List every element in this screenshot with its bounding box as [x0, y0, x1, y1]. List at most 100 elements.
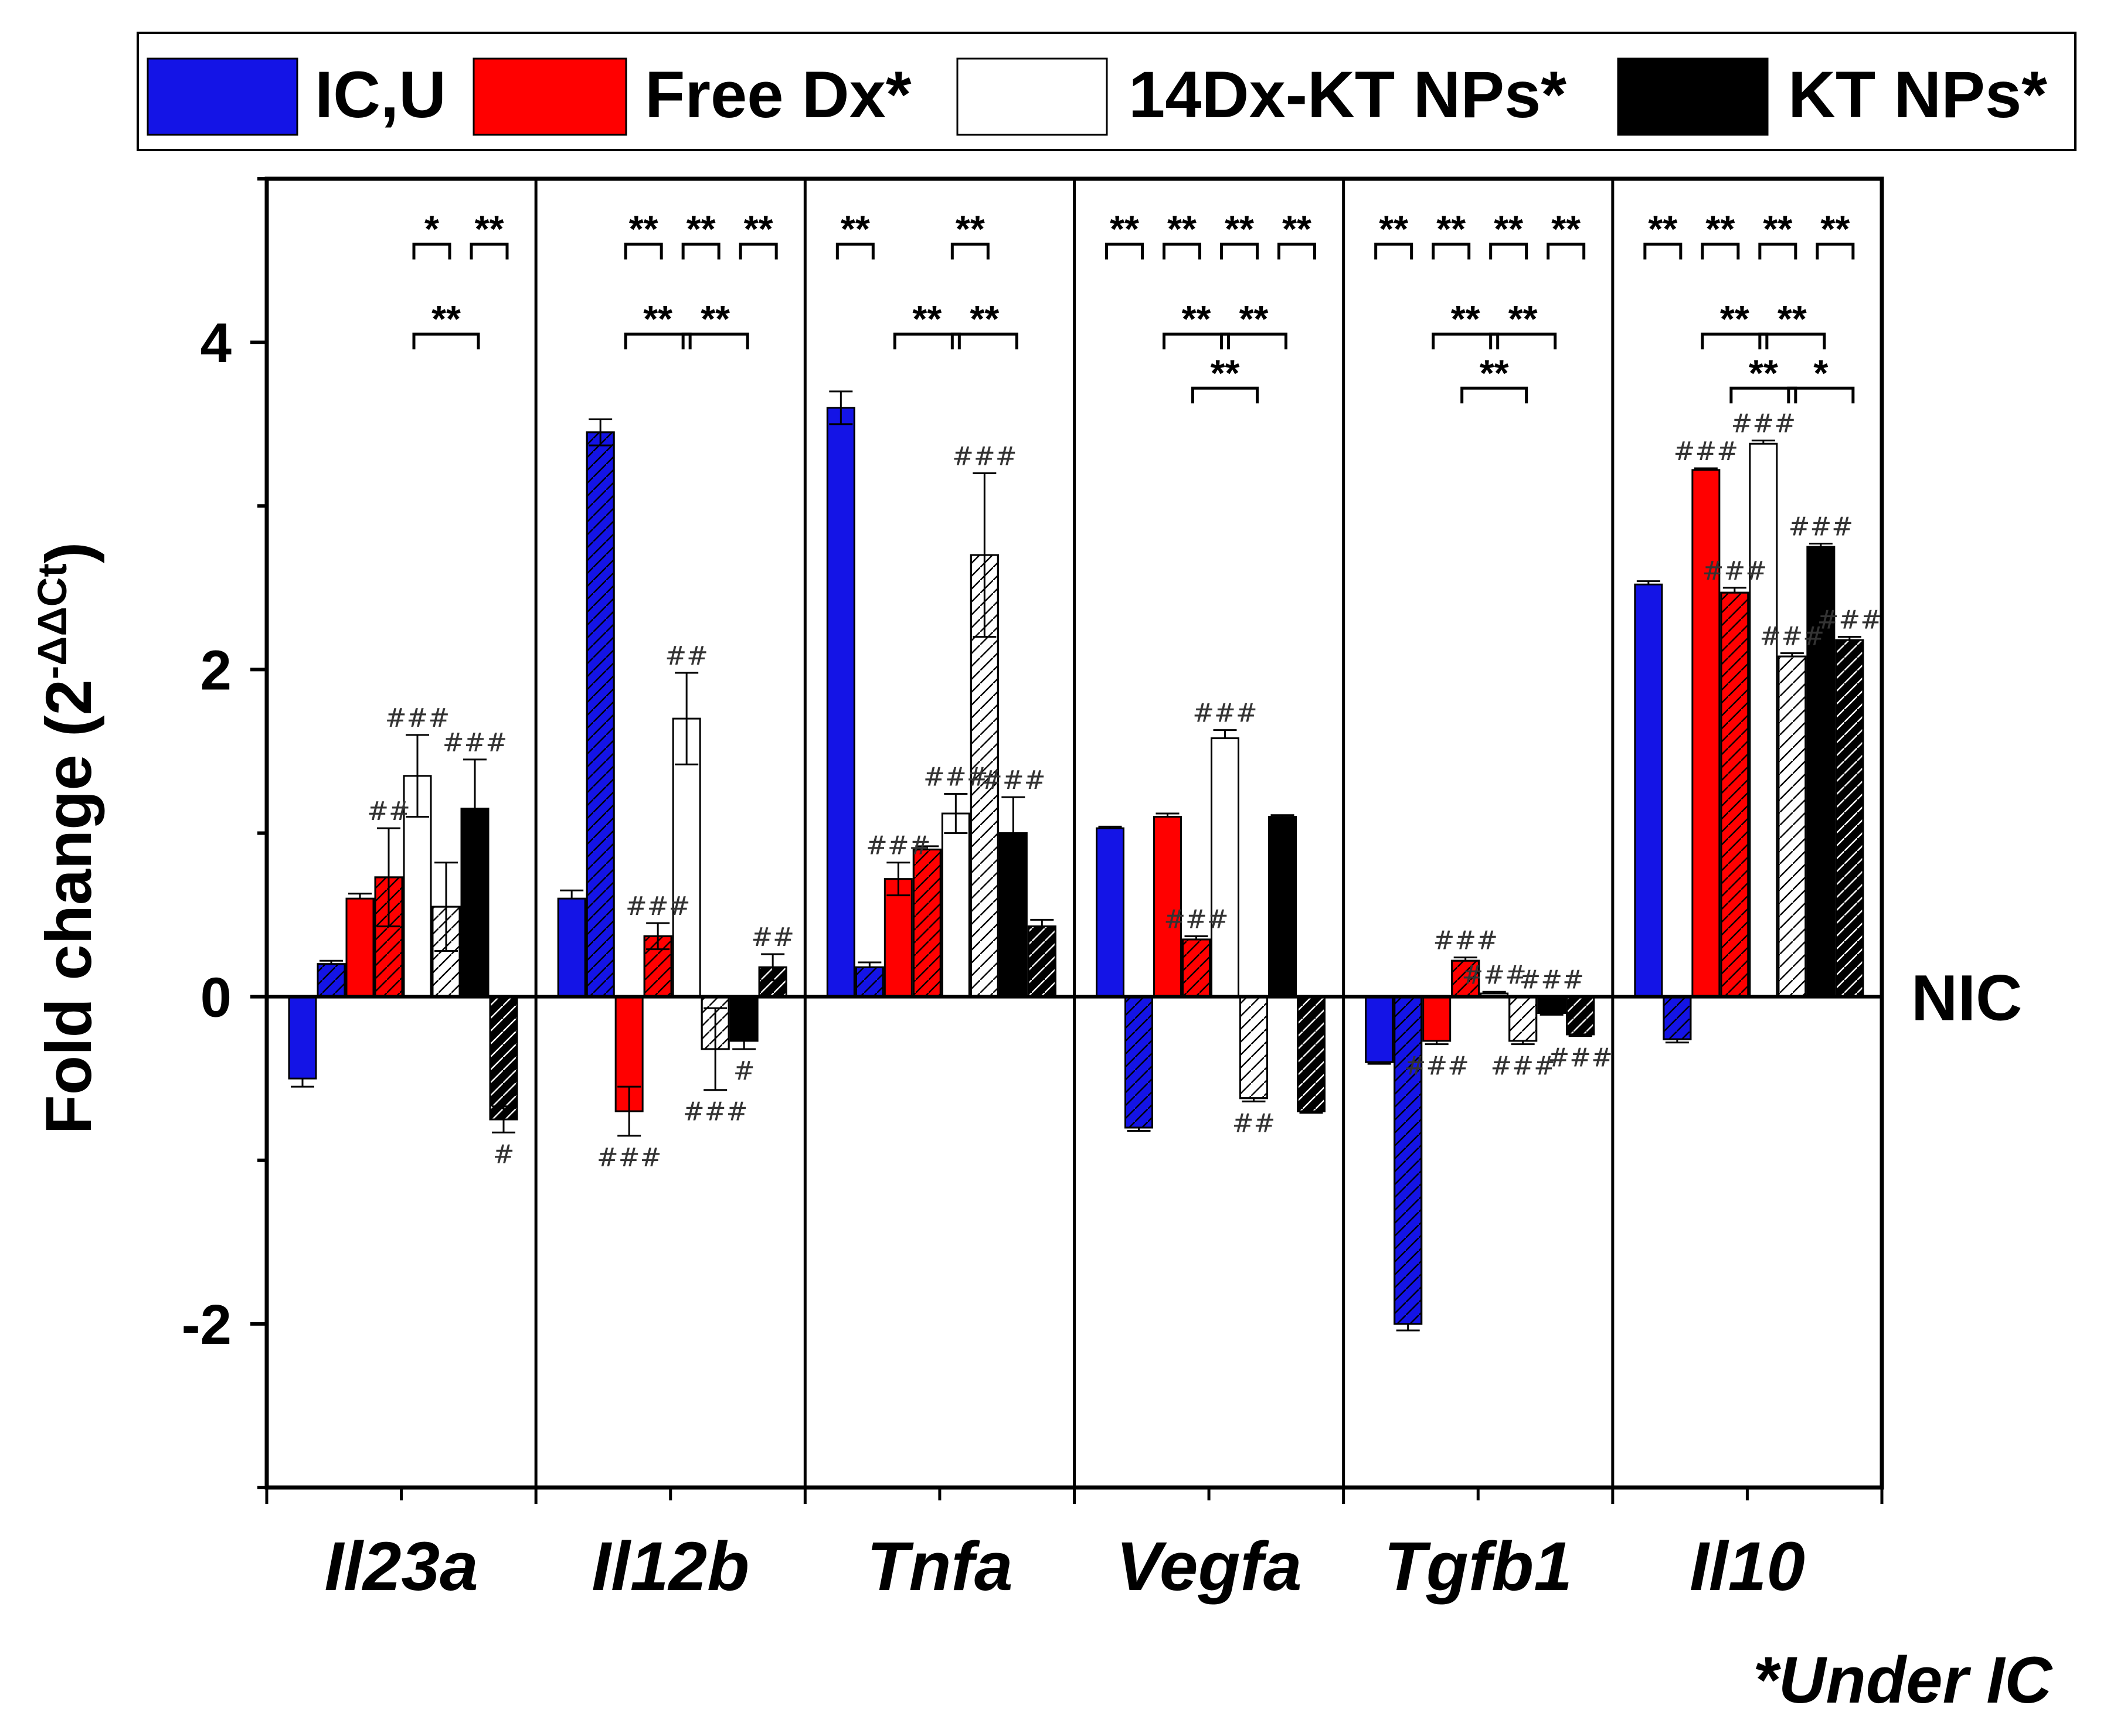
- legend-label-14dx-kt-nps: 14Dx-KT NPs*: [1129, 58, 1566, 131]
- bar: [1634, 583, 1663, 998]
- legend-swatch-free-dx: [473, 57, 627, 136]
- significance-label: **: [1749, 352, 1778, 394]
- significance-label: **: [1494, 208, 1523, 250]
- hash-mark: ###: [385, 703, 450, 733]
- hash-mark: ###: [952, 441, 1017, 471]
- significance-bracket: [950, 243, 990, 260]
- legend-swatch-ic-u: [147, 57, 298, 136]
- bar-hatch: [1663, 996, 1692, 1040]
- y-tick-label: -2: [182, 1294, 232, 1356]
- bar: [1096, 827, 1124, 998]
- footnote: *Under IC: [1753, 1643, 2053, 1717]
- bar-hatch: [1297, 996, 1326, 1112]
- bar: [345, 897, 375, 998]
- significance-bracket: [835, 243, 875, 260]
- significance-bracket: [1163, 332, 1230, 350]
- hash-mark: ###: [443, 728, 508, 758]
- significance-label: **: [1182, 298, 1211, 340]
- significance-bracket: [1105, 243, 1144, 260]
- significance-bracket: [1787, 386, 1855, 404]
- hash-mark: ###: [1433, 926, 1498, 956]
- bar-hatch: [1720, 591, 1749, 998]
- legend-label-free-dx: Free Dx*: [645, 58, 912, 131]
- significance-bracket: [624, 332, 692, 350]
- legend-swatch-kt-nps: [1617, 57, 1769, 136]
- y-tick-label: 0: [200, 966, 232, 1029]
- bar: [1422, 996, 1452, 1042]
- significance-label: **: [1648, 208, 1677, 250]
- significance-label: **: [1763, 208, 1792, 250]
- group-dividers: [534, 179, 1615, 1487]
- significance-bracket: [1547, 243, 1586, 260]
- bar: [1268, 816, 1297, 998]
- significance-label: **: [1110, 208, 1139, 250]
- significance-label: **: [1225, 208, 1254, 250]
- hash-mark: ###: [866, 831, 931, 861]
- bar-hatch: [1239, 996, 1268, 1100]
- bar-hatch: [1182, 938, 1211, 998]
- x-axis: Il23a Il12b Tnfa Vegfa Tgfb1 Il10: [265, 1487, 1884, 1605]
- hash-mark: ###: [923, 763, 988, 792]
- significance-label: **: [744, 208, 773, 250]
- bars: [288, 390, 1864, 1332]
- hash-mark: ###: [1164, 904, 1229, 934]
- significance-label: **: [1167, 208, 1197, 250]
- hash-mark: #: [493, 1139, 515, 1169]
- bar: [1153, 816, 1182, 998]
- significance-label: *: [1813, 352, 1828, 394]
- hash-mark: ###: [1404, 1051, 1469, 1081]
- hash-mark: ###: [1462, 960, 1527, 990]
- significance-label: **: [475, 208, 504, 250]
- significance-bracket: [1489, 243, 1528, 260]
- bar-hatch: [1835, 639, 1864, 998]
- x-category-label: Il23a: [324, 1528, 478, 1605]
- significance-label: **: [1820, 208, 1850, 250]
- significance-label: *: [424, 208, 439, 250]
- hash-mark: ###: [1760, 621, 1825, 651]
- legend-label-kt-nps: KT NPs*: [1788, 58, 2047, 131]
- bar-hatch: [912, 848, 942, 998]
- bar: [941, 812, 970, 998]
- y-axis: -2 0 2 4: [182, 177, 267, 1489]
- significance-label: **: [1705, 208, 1735, 250]
- hash-mark: ###: [981, 765, 1046, 795]
- significance-label: **: [701, 298, 730, 340]
- significance-label: **: [841, 208, 870, 250]
- hash-mark: ###: [1702, 556, 1768, 586]
- significance-bracket: [1277, 243, 1316, 260]
- significance-label: **: [1720, 298, 1749, 340]
- significance-bracket: [1816, 243, 1855, 260]
- significance-bracket: [412, 332, 480, 350]
- bar-hatch: [1027, 925, 1056, 998]
- hash-mark: ###: [1548, 1043, 1613, 1073]
- bar-hatch: [1566, 996, 1595, 1036]
- hash-mark: ###: [1789, 512, 1854, 542]
- significance-bracket: [1460, 386, 1528, 404]
- significance-label: **: [1451, 298, 1480, 340]
- hash-mark: #: [733, 1056, 755, 1086]
- significance-brackets: * ****** ** **** **** **** **** ** ** **** ****** *…: [412, 208, 1855, 404]
- marks: ######### ###############################…: [367, 409, 1882, 1173]
- significance-label: **: [1508, 298, 1538, 340]
- significance-bracket: [893, 332, 961, 350]
- x-category-label: Tnfa: [866, 1528, 1012, 1605]
- nic-label: NIC: [1911, 962, 2022, 1034]
- x-category-label: Vegfa: [1116, 1528, 1302, 1605]
- bar: [1691, 469, 1721, 998]
- bar: [1537, 996, 1566, 1015]
- significance-bracket: [1374, 243, 1413, 260]
- bar: [1211, 737, 1239, 998]
- bar: [729, 996, 759, 1042]
- significance-bracket: [1220, 332, 1287, 350]
- significance-bracket: [1220, 243, 1259, 260]
- significance-label: **: [1551, 208, 1581, 250]
- hash-mark: ###: [597, 1143, 662, 1173]
- hash-mark: ##: [665, 641, 708, 671]
- x-category-label: Il12b: [592, 1528, 749, 1605]
- bar: [1365, 996, 1394, 1063]
- significance-bracket: [1701, 332, 1769, 350]
- bar: [557, 897, 586, 998]
- x-category-label: Tgfb1: [1384, 1528, 1572, 1605]
